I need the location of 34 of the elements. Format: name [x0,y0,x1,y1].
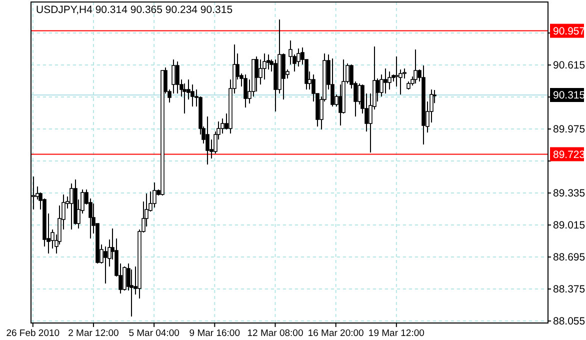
x-tick-label: 2 Mar 12:00 [68,328,119,339]
candlestick [384,68,388,94]
candlestick [388,71,392,90]
candlestick [70,183,74,230]
candlestick [104,246,108,284]
candlestick [394,56,398,87]
candlestick [176,61,180,94]
ref-line-label: 90.957 [553,25,586,38]
x-tick-label: 12 Mar 08:00 [247,328,304,339]
candlestick [254,56,258,92]
candlestick [182,83,186,114]
candlestick [206,116,210,165]
y-tick-label: 88.055 [553,316,586,328]
x-tick-label: 26 Feb 2010 [6,328,60,339]
y-tick-label: 88.375 [553,284,586,296]
chart-title: USDJPY,H4 90.314 90.365 90.234 90.315 [36,4,233,16]
y-tick-label: 88.695 [553,252,586,264]
y-tick-label: 90.615 [553,60,586,72]
x-tick-label: 5 Mar 04:00 [128,328,180,339]
candlestick [330,58,334,107]
y-tick-label: 89.335 [553,188,586,200]
candlestick [282,53,286,100]
candlestick [414,49,418,84]
candlestick [244,74,248,108]
ref-line-label: 89.723 [553,148,586,161]
candlestick [172,59,176,94]
candlestick [122,266,126,291]
y-tick-label: 89.975 [553,124,586,136]
x-tick-label: 16 Mar 20:00 [308,328,364,339]
candlestick [152,182,156,208]
x-tick-label: 9 Mar 16:00 [189,328,240,339]
ref-line-label: 90.315 [553,90,586,102]
y-tick-label: 89.015 [553,220,586,232]
x-tick-label: 19 Mar 12:00 [368,328,424,339]
